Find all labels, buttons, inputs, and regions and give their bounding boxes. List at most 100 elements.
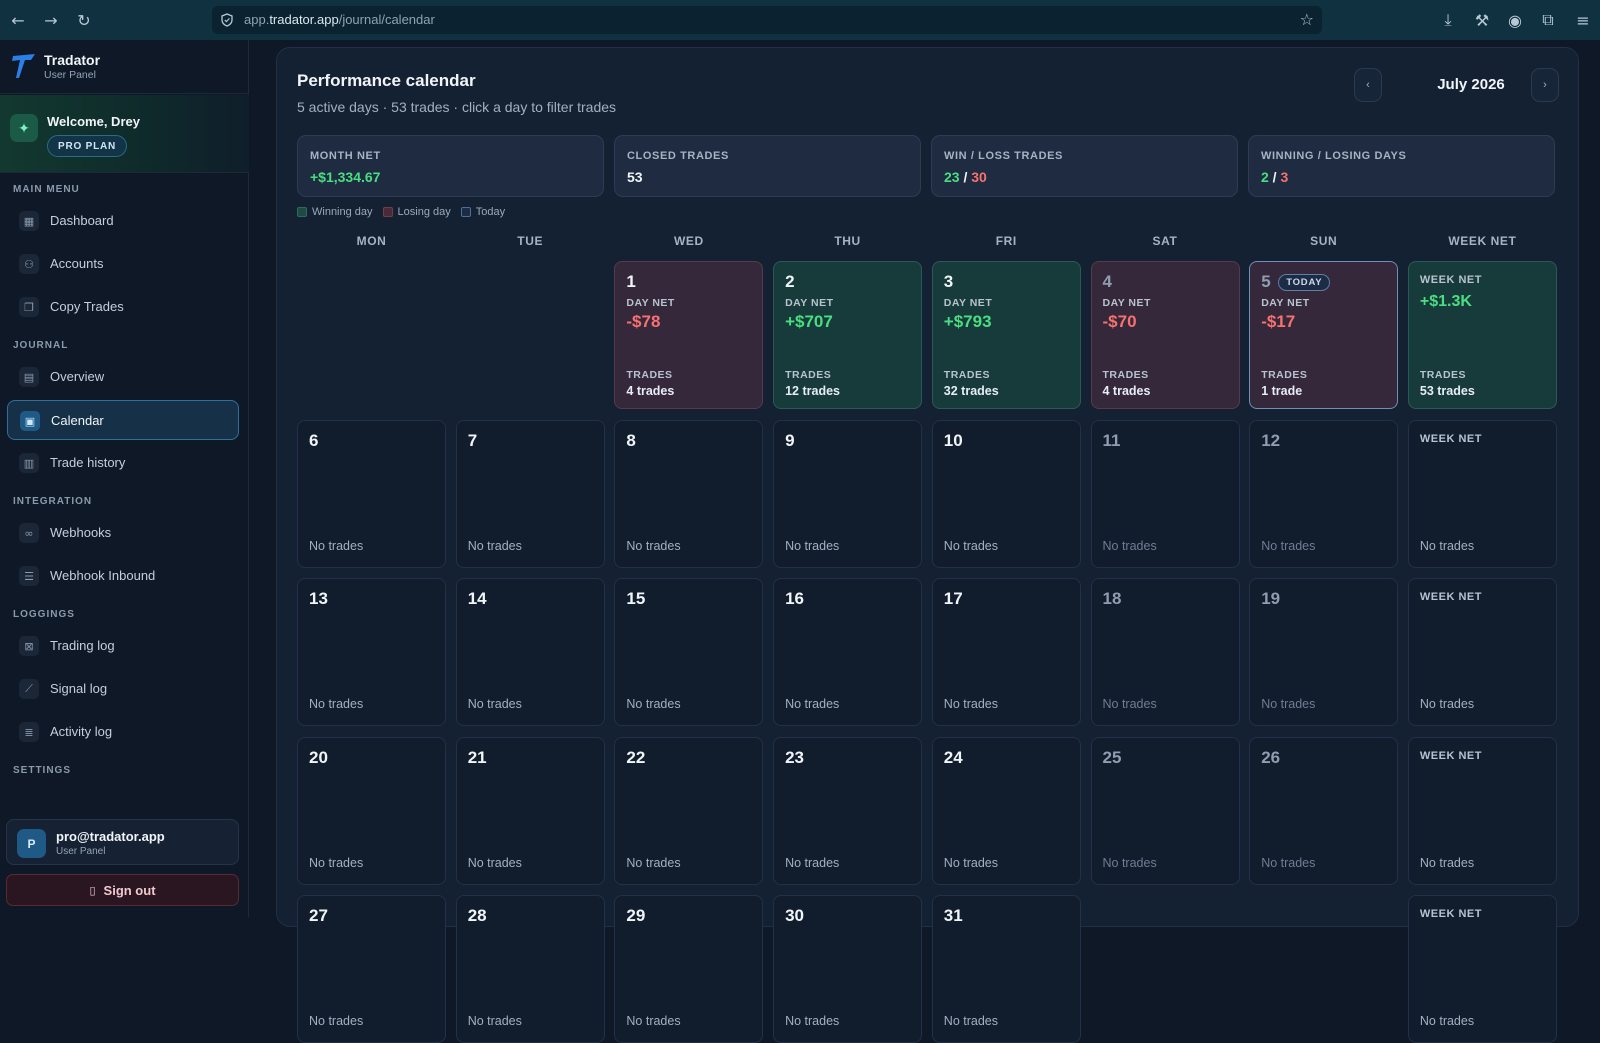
no-trades-text: No trades xyxy=(467,697,522,711)
sidebar-item-copy-trades[interactable]: ❐ Copy Trades xyxy=(7,287,239,327)
day-cell[interactable]: 5 TODAY DAY NET -$17 TRADES 1 trade xyxy=(1249,261,1399,409)
legend-winning: Winning day xyxy=(297,206,373,218)
day-cell[interactable]: 14 No trades xyxy=(455,578,605,726)
reload-icon[interactable]: ↻ xyxy=(77,10,91,30)
day-number: 2 xyxy=(785,272,795,291)
day-cell[interactable]: 7 No trades xyxy=(455,419,605,568)
day-net-label: DAY NET xyxy=(626,297,675,309)
section-integration: INTEGRATION xyxy=(13,496,93,507)
sidebar-item-calendar[interactable]: ▣ Calendar xyxy=(7,400,239,440)
day-cell[interactable]: 24 No trades xyxy=(931,736,1081,885)
day-cell[interactable]: 25 No trades xyxy=(1090,736,1240,885)
day-number: 12 xyxy=(1261,430,1281,450)
page-subtitle: 5 active days · 53 trades · click a day … xyxy=(297,99,617,115)
address-bar[interactable]: app.tradator.app/journal/calendar ☆ xyxy=(212,6,1322,34)
day-cell[interactable]: 3 DAY NET +$793 TRADES 32 trades xyxy=(931,261,1081,409)
weekday-header-tue: TUE xyxy=(517,234,544,248)
extensions-icon[interactable]: ⧉ xyxy=(1542,10,1554,29)
profile-icon[interactable]: ◉ xyxy=(1508,10,1522,30)
no-trades-text: No trades xyxy=(1102,697,1157,711)
trades-count: 4 trades xyxy=(626,384,675,398)
sidebar-item-signal-log[interactable]: ⟋ Signal log xyxy=(7,669,239,709)
prev-month-button[interactable]: ‹ xyxy=(1354,68,1382,102)
day-number: 21 xyxy=(467,747,487,767)
day-number: 27 xyxy=(309,906,328,925)
day-cell[interactable]: 31 No trades xyxy=(931,895,1081,1043)
sidebar-item-trade-history[interactable]: ▥ Trade history xyxy=(7,443,239,483)
day-number: 17 xyxy=(943,589,963,608)
day-number: 26 xyxy=(1261,747,1281,767)
user-card[interactable]: P pro@tradator.app User Panel xyxy=(6,819,239,865)
day-cell[interactable]: 26 No trades xyxy=(1249,736,1399,885)
day-cell[interactable]: 23 No trades xyxy=(773,736,923,885)
stat-month-net: MONTH NET +$1,334.67 xyxy=(297,135,604,197)
day-cell[interactable]: 29 No trades xyxy=(614,895,764,1043)
back-arrow-icon[interactable]: ← xyxy=(11,10,25,30)
trades-count: 1 trade xyxy=(1261,384,1303,398)
day-cell[interactable]: 2 DAY NET +$707 TRADES 12 trades xyxy=(773,261,923,409)
day-net-value: -$78 xyxy=(626,312,661,331)
day-cell[interactable]: 27 No trades xyxy=(297,895,446,1043)
sign-out-button[interactable]: ▯ Sign out xyxy=(6,874,239,906)
sidebar-item-accounts[interactable]: ⚇ Accounts xyxy=(7,244,239,284)
day-cell[interactable]: 12 No trades xyxy=(1249,419,1399,568)
trades-label: TRADES xyxy=(626,369,673,381)
no-trades-text: No trades xyxy=(309,538,364,553)
wrench-icon[interactable]: ⚒ xyxy=(1474,10,1490,30)
sidebar-item-webhook-inbound[interactable]: ☰ Webhook Inbound xyxy=(7,556,239,596)
day-number: 13 xyxy=(309,589,328,608)
day-number: 10 xyxy=(943,430,963,450)
star-bookmark-icon[interactable]: ☆ xyxy=(1299,10,1314,29)
sidebar-item-webhooks[interactable]: ∞ Webhooks xyxy=(7,513,239,553)
next-month-button[interactable]: › xyxy=(1531,68,1559,102)
day-number: 7 xyxy=(467,430,478,450)
day-number: 4 xyxy=(1102,272,1112,291)
no-trades-text: No trades xyxy=(943,697,998,711)
no-trades-text: No trades xyxy=(1419,855,1475,870)
day-cell[interactable]: 13 No trades xyxy=(297,578,446,726)
day-cell[interactable]: 21 No trades xyxy=(455,736,605,885)
sidebar-item-label: Trading log xyxy=(50,638,115,653)
day-cell[interactable]: 18 No trades xyxy=(1090,578,1240,726)
day-cell[interactable]: 30 No trades xyxy=(773,895,923,1043)
day-cell[interactable]: 4 DAY NET -$70 TRADES 4 trades xyxy=(1090,261,1240,409)
day-cell[interactable]: 16 No trades xyxy=(773,578,923,726)
sidebar-item-activity-log[interactable]: ≣ Activity log xyxy=(7,712,239,752)
legend-today: Today xyxy=(460,206,505,218)
week-net-value: +$1.3K xyxy=(1419,293,1472,310)
day-cell[interactable]: 22 No trades xyxy=(614,736,764,885)
day-number: 24 xyxy=(943,747,963,767)
day-cell[interactable]: 15 No trades xyxy=(614,578,764,726)
day-cell[interactable]: 8 No trades xyxy=(614,419,764,568)
day-cell[interactable]: 20 No trades xyxy=(297,736,446,885)
trades-label: TRADES xyxy=(1102,369,1149,381)
week-net-label: WEEK NET xyxy=(1419,591,1482,603)
day-net-value: +$793 xyxy=(943,312,992,331)
sidebar-item-overview[interactable]: ▤ Overview xyxy=(7,357,239,397)
download-icon[interactable]: ⤓ xyxy=(1444,10,1452,29)
sidebar-item-label: Calendar xyxy=(51,413,104,428)
day-cell[interactable]: 19 No trades xyxy=(1249,578,1399,726)
sidebar-item-label: Copy Trades xyxy=(50,299,124,314)
forward-arrow-icon[interactable]: → xyxy=(44,10,58,30)
day-cell[interactable]: 28 No trades xyxy=(455,895,605,1043)
sidebar-item-trading-log[interactable]: ⊠ Trading log xyxy=(7,626,239,666)
day-cell[interactable]: 10 No trades xyxy=(931,419,1081,568)
week-net-cell: WEEK NET No trades xyxy=(1407,578,1557,726)
menu-icon[interactable]: ≡ xyxy=(1576,10,1590,30)
day-cell[interactable]: 11 No trades xyxy=(1090,419,1240,568)
sidebar-item-dashboard[interactable]: ▦ Dashboard xyxy=(7,201,239,241)
weekday-header-week-net: WEEK NET xyxy=(1448,234,1517,248)
calendar-panel: Performance calendar 5 active days · 53 … xyxy=(276,47,1579,1043)
no-trades-text: No trades xyxy=(1261,538,1316,553)
sign-out-label: Sign out xyxy=(103,882,156,898)
day-cell[interactable]: 1 DAY NET -$78 TRADES 4 trades xyxy=(614,261,764,409)
chart-icon: ⟋ xyxy=(19,679,39,699)
day-cell[interactable]: 17 No trades xyxy=(931,578,1081,726)
day-net-label: DAY NET xyxy=(785,297,834,309)
day-cell[interactable]: 9 No trades xyxy=(773,419,923,568)
day-number: 18 xyxy=(1102,589,1122,608)
day-cell[interactable]: 6 No trades xyxy=(297,419,446,568)
day-net-value: -$70 xyxy=(1102,312,1137,331)
brand[interactable]: Tradator User Panel xyxy=(0,40,249,94)
